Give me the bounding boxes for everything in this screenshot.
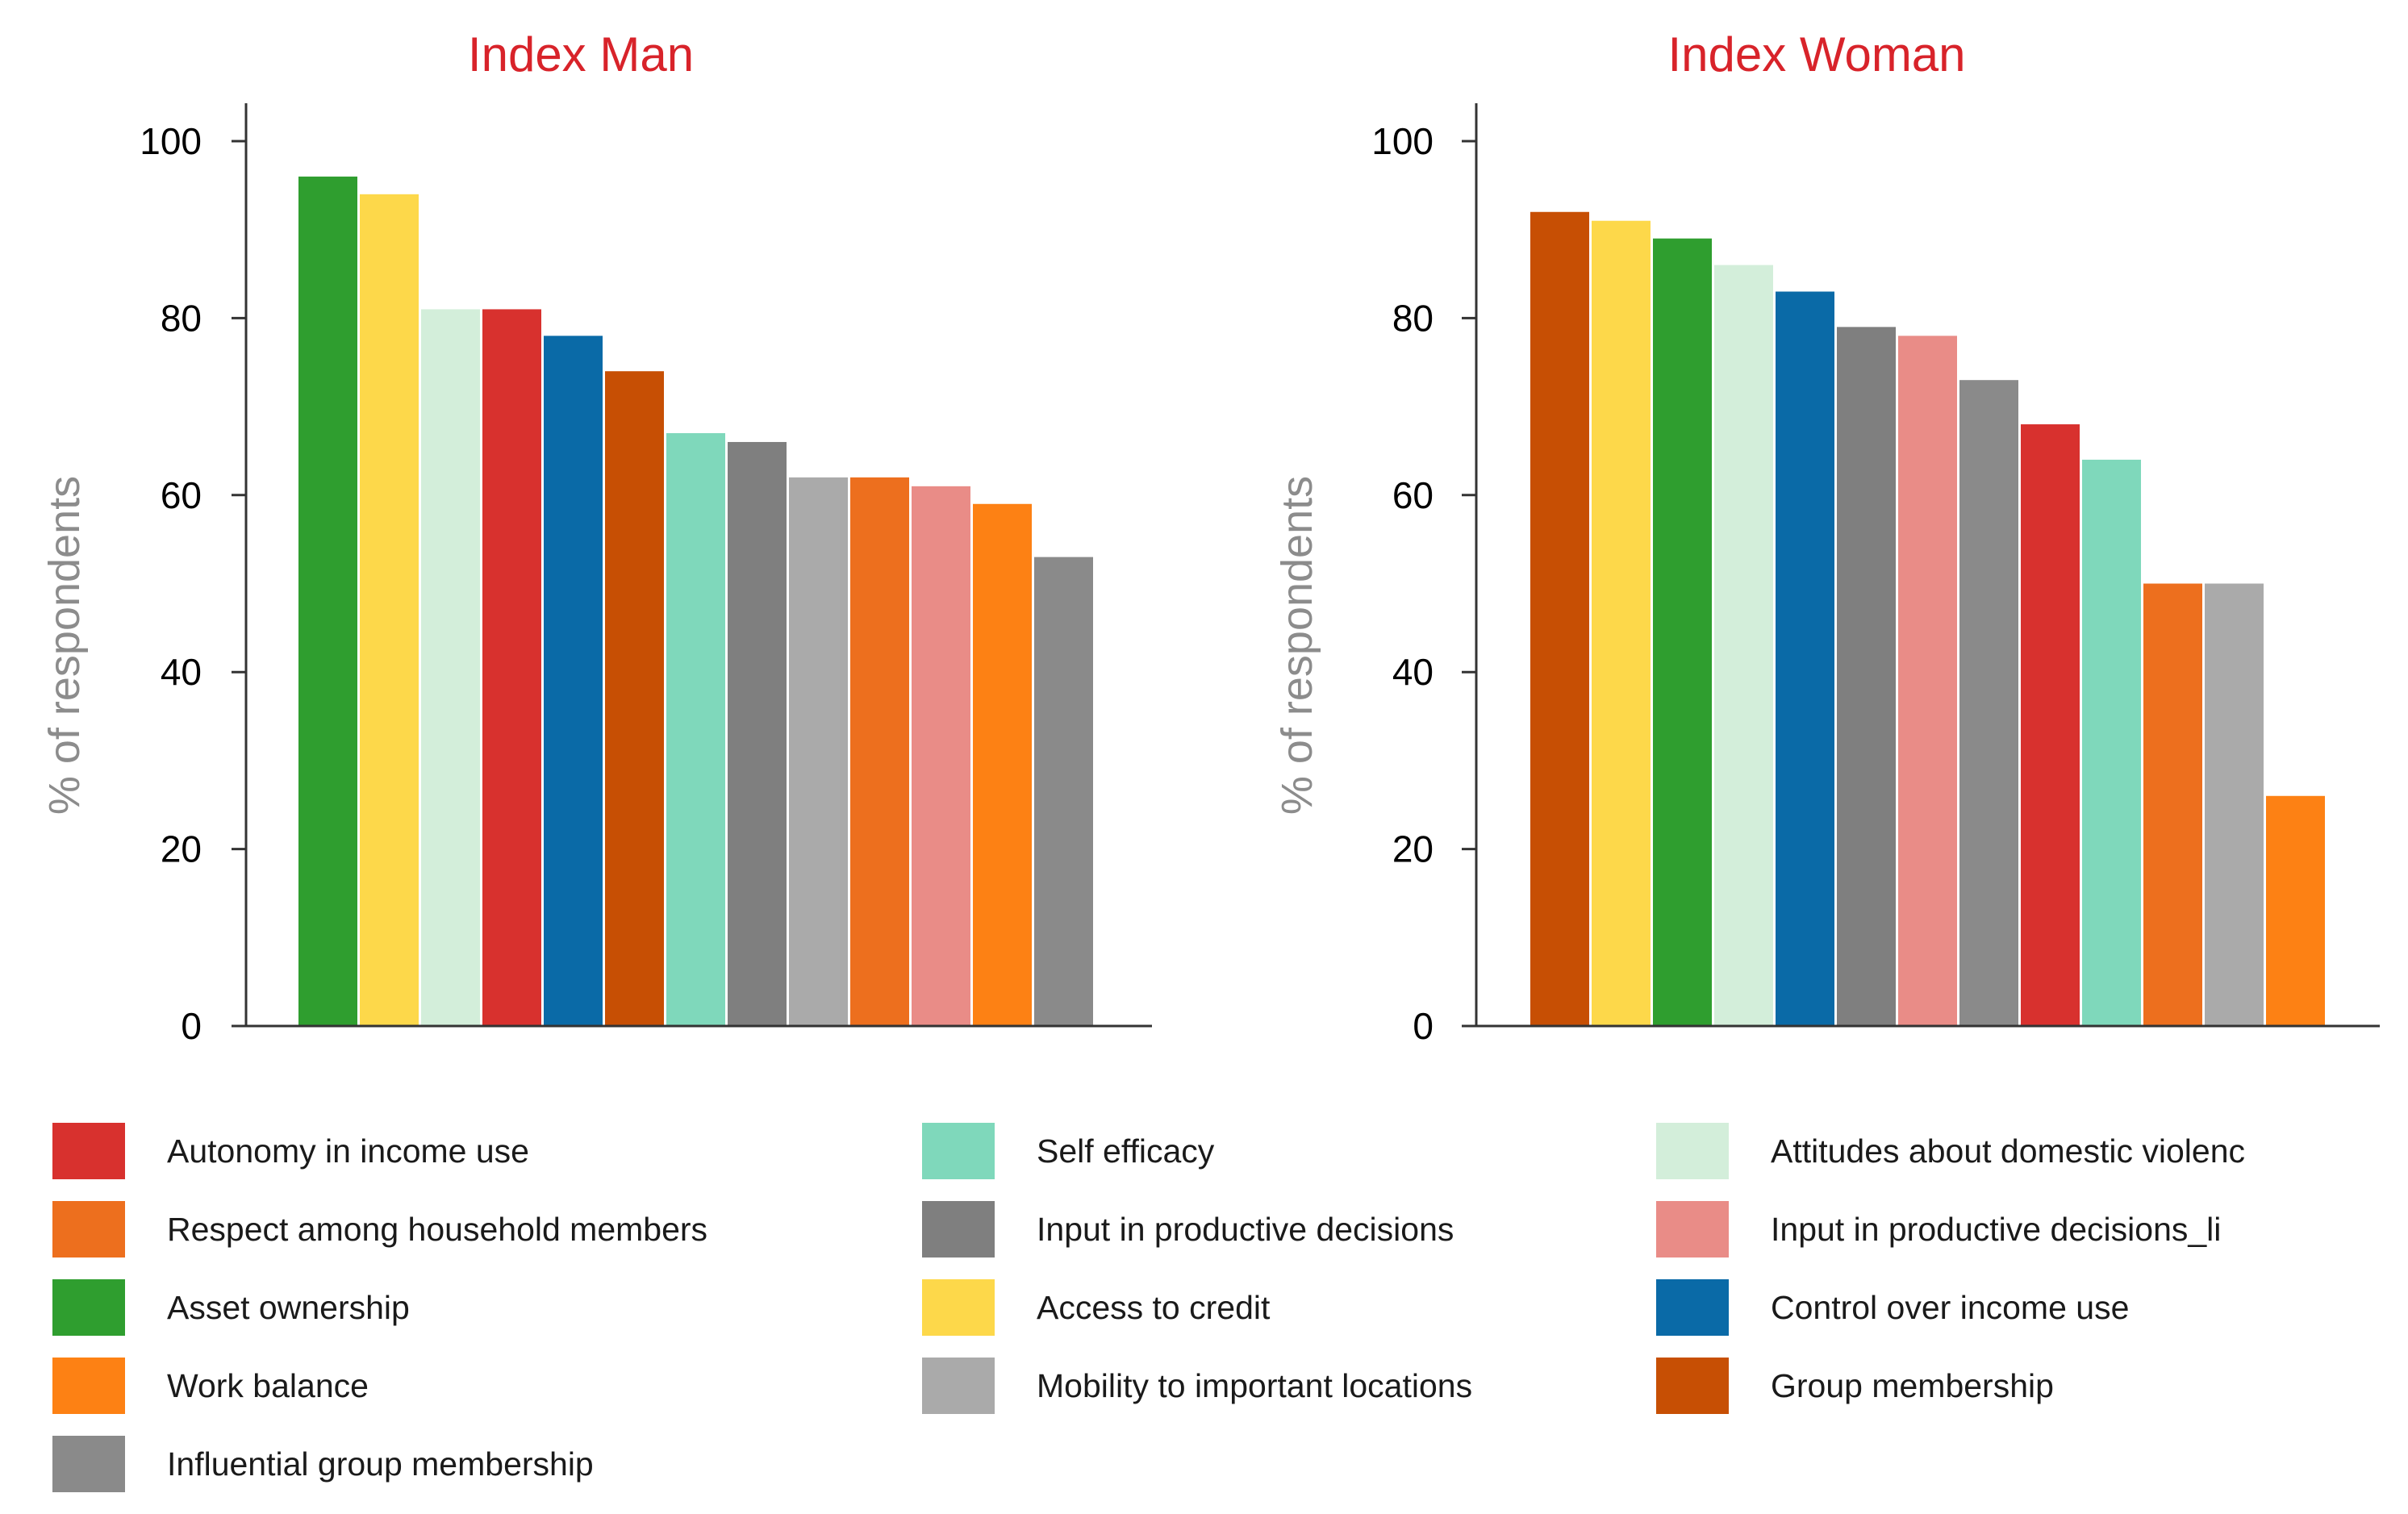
legend-item: Mobility to important locations	[922, 1358, 1472, 1414]
bar-asset-ownership	[298, 176, 357, 1026]
legend-swatch	[52, 1201, 125, 1257]
bar-autonomy-in-income-use	[2021, 424, 2080, 1026]
chart-title-woman: Index Woman	[1667, 27, 1965, 81]
legend-swatch	[1656, 1123, 1729, 1179]
legend-item: Respect among household members	[52, 1201, 707, 1257]
legend-item: Work balance	[52, 1358, 369, 1414]
legend-swatch	[52, 1358, 125, 1414]
y-tick-label: 100	[1371, 120, 1434, 162]
y-ticks-man: 0 20 40 60 80 100	[140, 120, 246, 1047]
legend-label: Access to credit	[1037, 1289, 1271, 1326]
legend-label: Attitudes about domestic violenc	[1771, 1132, 2245, 1170]
bar-access-to-credit	[360, 194, 419, 1026]
legend-label: Autonomy in income use	[167, 1132, 529, 1170]
legend: Autonomy in income use Self efficacy Attit…	[52, 1123, 2245, 1492]
legend-label: Asset ownership	[167, 1289, 410, 1326]
legend-swatch	[922, 1123, 995, 1179]
bar-input-in-productive-decisions-li	[1898, 336, 1957, 1027]
legend-label: Self efficacy	[1037, 1132, 1215, 1170]
legend-swatch	[922, 1201, 995, 1257]
bar-self-efficacy	[2082, 459, 2141, 1026]
legend-swatch	[52, 1436, 125, 1492]
bar-control-over-income-use	[544, 336, 603, 1027]
y-tick-label: 60	[1392, 474, 1434, 516]
y-ticks-woman: 0 20 40 60 80 100	[1371, 120, 1476, 1047]
bar-group-membership	[605, 371, 664, 1027]
legend-swatch	[922, 1279, 995, 1336]
legend-item: Attitudes about domestic violenc	[1656, 1123, 2245, 1179]
legend-swatch	[52, 1279, 125, 1336]
chart-man: Index Man % of respondents 0 20 40 60 80 100	[40, 27, 1152, 1047]
legend-label: Influential group membership	[167, 1445, 594, 1483]
y-tick-label: 80	[161, 297, 202, 339]
y-tick-label: 0	[1413, 1005, 1434, 1047]
legend-swatch	[1656, 1358, 1729, 1414]
bar-input-in-productive-decisions	[728, 441, 787, 1026]
legend-label: Group membership	[1771, 1367, 2054, 1404]
bar-respect-among-household-members	[2143, 583, 2202, 1026]
chart-woman: Index Woman % of respondents 0 20 40 60 80 10…	[1273, 27, 2380, 1047]
bar-work-balance	[973, 503, 1032, 1026]
y-tick-label: 100	[140, 120, 202, 162]
legend-item: Input in productive decisions_li	[1656, 1201, 2221, 1257]
y-tick-label: 80	[1392, 297, 1434, 339]
bar-autonomy-in-income-use	[482, 309, 541, 1026]
y-axis-label-man: % of respondents	[40, 476, 89, 815]
legend-label: Work balance	[167, 1367, 369, 1404]
bar-influential-group-membership	[1959, 380, 2018, 1026]
bar-self-efficacy	[666, 433, 725, 1026]
bar-mobility-to-important-locations	[789, 477, 848, 1026]
bar-access-to-credit	[1592, 220, 1651, 1027]
y-tick-label: 20	[1392, 828, 1434, 870]
legend-item: Access to credit	[922, 1279, 1271, 1336]
legend-item: Group membership	[1656, 1358, 2054, 1414]
legend-label: Respect among household members	[167, 1211, 707, 1248]
bar-mobility-to-important-locations	[2205, 583, 2264, 1026]
y-tick-label: 40	[161, 651, 202, 693]
y-axis-label-woman: % of respondents	[1273, 476, 1321, 815]
legend-swatch	[1656, 1201, 1729, 1257]
bar-control-over-income-use	[1776, 291, 1834, 1026]
legend-item: Influential group membership	[52, 1436, 594, 1492]
legend-item: Self efficacy	[922, 1123, 1215, 1179]
legend-label: Control over income use	[1771, 1289, 2129, 1326]
legend-label: Input in productive decisions_li	[1771, 1211, 2221, 1248]
bar-work-balance	[2266, 795, 2325, 1026]
bar-attitudes-about-domestic-violenc	[421, 309, 480, 1026]
legend-label: Input in productive decisions	[1037, 1211, 1454, 1248]
bar-respect-among-household-members	[850, 477, 909, 1026]
chart-title-man: Index Man	[468, 27, 694, 81]
bar-influential-group-membership	[1034, 557, 1093, 1026]
legend-item: Asset ownership	[52, 1279, 410, 1336]
y-tick-label: 60	[161, 474, 202, 516]
bar-input-in-productive-decisions	[1837, 327, 1896, 1026]
bar-asset-ownership	[1653, 238, 1712, 1026]
legend-item: Control over income use	[1656, 1279, 2129, 1336]
bar-attitudes-about-domestic-violenc	[1714, 265, 1773, 1027]
legend-swatch	[1656, 1279, 1729, 1336]
legend-swatch	[922, 1358, 995, 1414]
legend-item: Autonomy in income use	[52, 1123, 529, 1179]
legend-label: Mobility to important locations	[1037, 1367, 1472, 1404]
bars-man	[298, 176, 1093, 1027]
legend-item: Input in productive decisions	[922, 1201, 1454, 1257]
y-tick-label: 20	[161, 828, 202, 870]
bars-woman	[1530, 211, 2325, 1027]
bar-input-in-productive-decisions-li	[912, 486, 970, 1026]
bar-group-membership	[1530, 211, 1589, 1026]
y-tick-label: 40	[1392, 651, 1434, 693]
legend-swatch	[52, 1123, 125, 1179]
y-tick-label: 0	[181, 1005, 202, 1047]
